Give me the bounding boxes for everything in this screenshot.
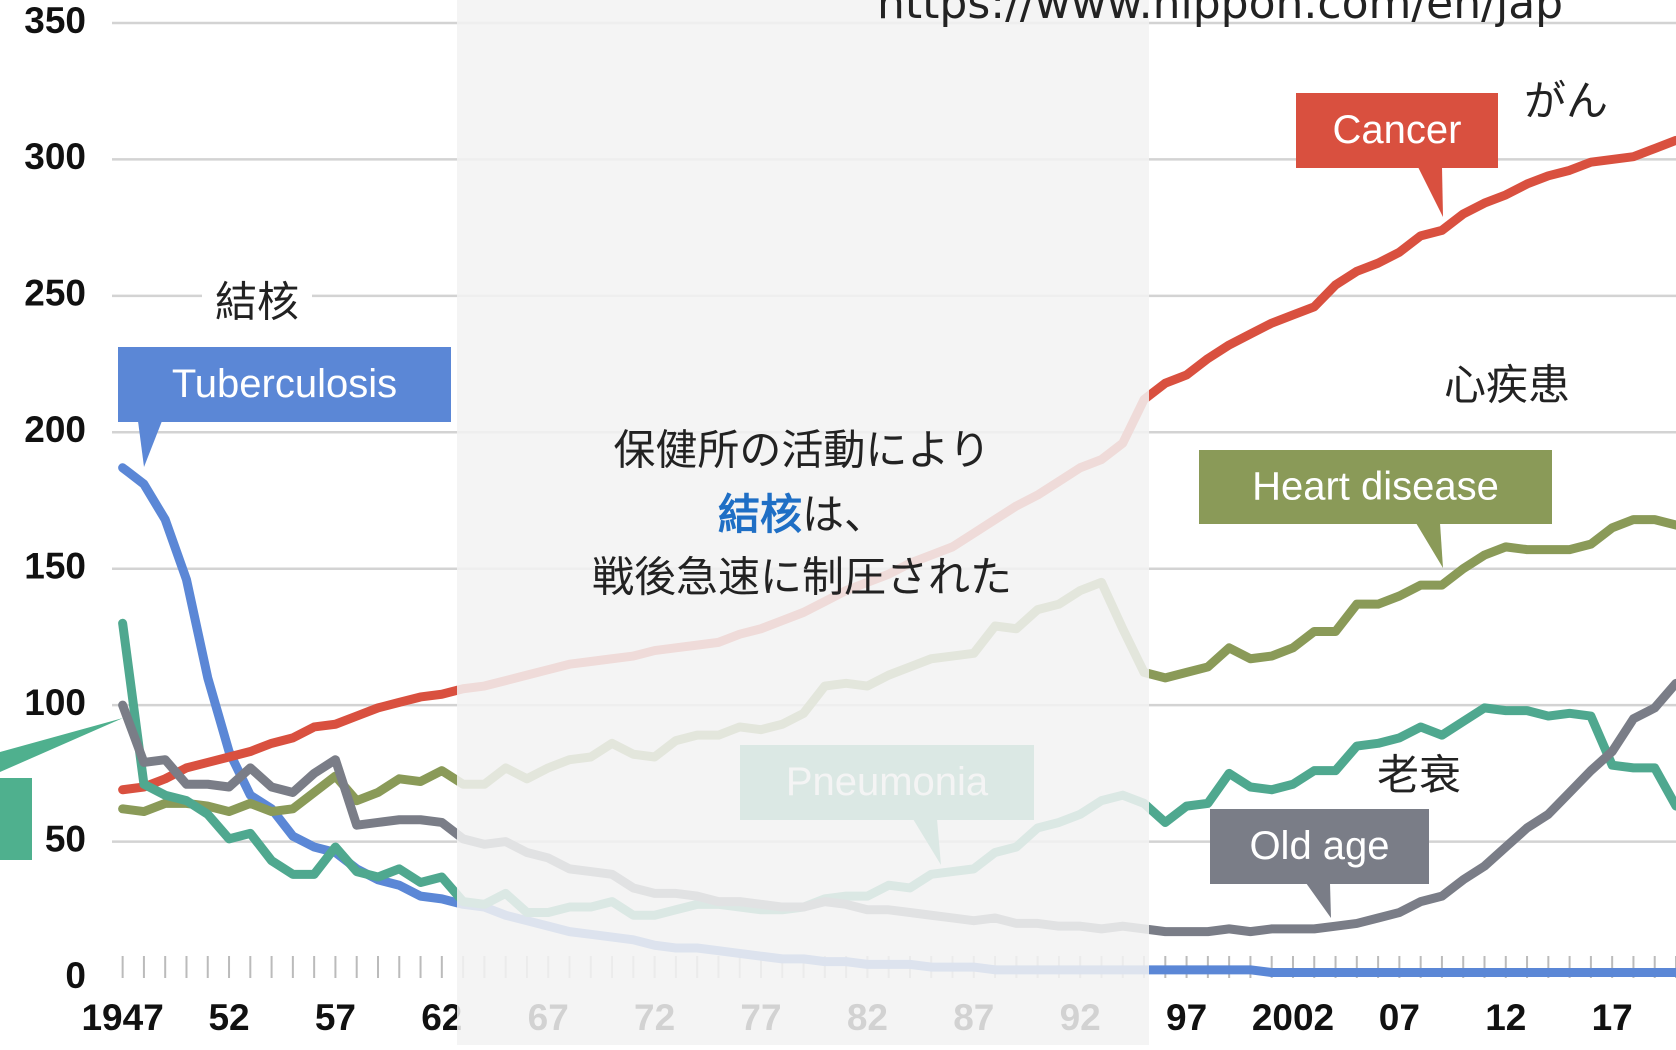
y-tick-label: 300 [24, 136, 86, 177]
label-bg [1364, 750, 1474, 806]
series-jp-label: がん [1524, 77, 1608, 126]
series-jp-label: 老衰 [1377, 751, 1461, 800]
callout-pointer [1418, 167, 1443, 217]
x-tick-label: 17 [1592, 997, 1633, 1038]
cut-pointer [0, 718, 123, 772]
x-tick-label: 52 [208, 997, 249, 1038]
annotation-line: 戦後急速に制圧された [592, 553, 1012, 602]
label-bg [1511, 76, 1621, 132]
y-tick-label: 50 [45, 818, 86, 859]
y-tick-label: 350 [24, 0, 86, 41]
y-tick-label: 150 [24, 545, 86, 586]
callout-pointer [1416, 523, 1443, 568]
x-tick-label: 12 [1485, 997, 1526, 1038]
annotation-emphasis: 結核 [718, 490, 802, 539]
y-tick-label: 250 [24, 273, 86, 314]
x-tick-label: 97 [1166, 997, 1207, 1038]
x-tick-label: 1947 [81, 997, 163, 1038]
y-tick-label: 100 [24, 682, 86, 723]
cut-callout [0, 778, 32, 860]
source-url: https://www.nippon.com/en/jap [877, 0, 1563, 29]
label-bg [1452, 360, 1562, 416]
annotation-line: 保健所の活動により [613, 426, 990, 475]
x-tick-label: 2002 [1252, 997, 1334, 1038]
highlight-band [457, 0, 1149, 1045]
annotation-text: は、 [802, 490, 886, 539]
callout-box [1210, 809, 1429, 884]
callout-pointer [1306, 883, 1331, 918]
y-tick-label: 0 [65, 955, 86, 996]
callout-box [1199, 450, 1552, 524]
series-label: Cancer [1333, 108, 1462, 152]
series-label: Old age [1249, 824, 1389, 868]
callout-box [118, 347, 451, 422]
series-label: Tuberculosis [172, 362, 397, 406]
callout-box [1296, 93, 1498, 168]
label-bg [202, 277, 312, 333]
series-jp-label: 心疾患 [1444, 361, 1570, 410]
series-label: Heart disease [1252, 465, 1499, 509]
x-tick-label: 62 [421, 997, 462, 1038]
x-tick-label: 07 [1379, 997, 1420, 1038]
x-tick-label: 57 [315, 997, 356, 1038]
y-tick-label: 200 [24, 409, 86, 450]
callout-pointer [138, 421, 162, 467]
annotation-line: 結核は、 [718, 490, 886, 539]
series-jp-label: 結核 [215, 278, 299, 327]
